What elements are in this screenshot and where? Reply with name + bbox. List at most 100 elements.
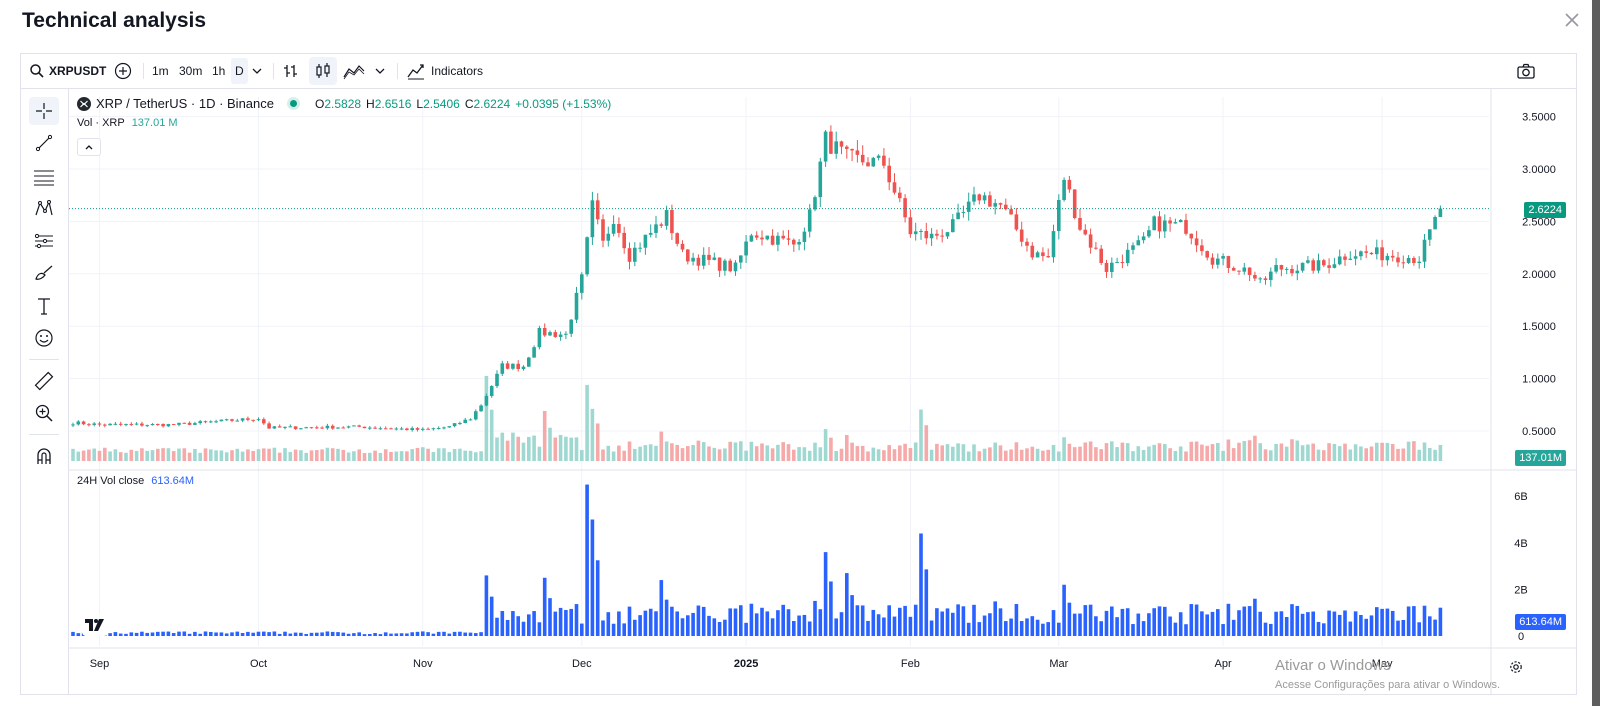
- candle-body: [1062, 179, 1066, 200]
- vol24-bar: [108, 633, 112, 636]
- volume-bar: [1300, 445, 1305, 461]
- interval-30m[interactable]: 30m: [179, 64, 203, 78]
- candle-body: [781, 235, 785, 239]
- vol24-bar: [1035, 619, 1040, 636]
- time-axis-label: May: [1372, 658, 1393, 670]
- candles-style-button[interactable]: [309, 57, 337, 85]
- candle-body: [866, 162, 870, 167]
- candle-body: [913, 231, 918, 235]
- vol24-bar: [156, 631, 160, 636]
- collapse-legend-button[interactable]: [77, 138, 101, 156]
- volume-bar: [813, 442, 817, 461]
- chart-style-dropdown[interactable]: [373, 54, 387, 88]
- volume-bar: [1253, 435, 1257, 461]
- vol24-bar: [813, 600, 817, 636]
- open-value: 2.5828: [324, 96, 362, 111]
- indicators-button[interactable]: Indicators: [406, 54, 483, 88]
- candle-body: [256, 419, 261, 421]
- candle-body: [972, 194, 976, 202]
- trend-line-tool[interactable]: [29, 129, 59, 157]
- vol24-bar: [580, 623, 584, 636]
- candle-body: [1348, 258, 1353, 260]
- emoji-tool[interactable]: [29, 324, 59, 352]
- snapshot-button[interactable]: [1516, 54, 1536, 88]
- vol24-bar: [304, 634, 308, 636]
- candle-body: [792, 239, 796, 245]
- vol24-bar: [876, 614, 881, 636]
- symbol-search-button[interactable]: XRPUSDT: [29, 54, 106, 88]
- interval-1m[interactable]: 1m: [152, 64, 169, 78]
- pattern-tool[interactable]: [29, 195, 59, 223]
- volume-bar: [537, 446, 542, 461]
- vol24-tag: 613.64M: [1515, 614, 1566, 630]
- prediction-tool[interactable]: [29, 227, 59, 255]
- area-style-button[interactable]: [343, 54, 365, 88]
- measure-tool[interactable]: [29, 367, 59, 395]
- candle-body: [966, 201, 971, 212]
- vol24-bar: [654, 611, 658, 636]
- volume-bar: [352, 451, 356, 461]
- brush-tool[interactable]: [29, 259, 59, 287]
- candle-body: [542, 327, 547, 336]
- candle-body: [103, 424, 107, 426]
- candle-body: [818, 161, 823, 198]
- compare-symbol-button[interactable]: [113, 54, 133, 88]
- volume-bar: [489, 409, 494, 461]
- candle-body: [1131, 245, 1135, 250]
- candle-body: [1396, 257, 1400, 263]
- crosshair-tool[interactable]: [29, 97, 59, 125]
- magnet-tool[interactable]: [29, 442, 59, 470]
- candle-body: [246, 418, 250, 420]
- volume-bar: [1152, 444, 1156, 461]
- volume-bar: [108, 451, 112, 461]
- candle-body: [595, 200, 600, 220]
- vol24-bar: [463, 632, 467, 636]
- candle-body: [1263, 278, 1268, 280]
- zoom-tool[interactable]: [29, 399, 59, 427]
- interval-d[interactable]: D: [231, 58, 248, 84]
- vol24-bar: [1396, 620, 1400, 636]
- close-icon[interactable]: [1560, 8, 1584, 32]
- volume-bar: [140, 448, 144, 461]
- candle-body: [654, 224, 658, 233]
- vol24-bar: [659, 580, 664, 636]
- volume-bar: [203, 448, 208, 461]
- chart-settings-button[interactable]: [1506, 657, 1526, 677]
- interval-dropdown[interactable]: [250, 54, 264, 88]
- area-chart-icon: [343, 65, 365, 80]
- bar-style-button[interactable]: [282, 54, 300, 88]
- vol24-bar: [256, 631, 261, 636]
- fib-retracement-tool[interactable]: [29, 163, 59, 191]
- candle-body: [1168, 220, 1172, 224]
- candle-body: [341, 427, 346, 429]
- candle-body: [71, 424, 75, 426]
- candle-body: [1237, 270, 1241, 272]
- candle-body: [696, 257, 701, 266]
- xrp-logo-icon: [77, 96, 91, 111]
- volume-bar: [728, 441, 732, 461]
- tradingview-logo[interactable]: [82, 614, 108, 636]
- volume-bar: [1067, 443, 1072, 461]
- vol24-bar: [633, 619, 637, 636]
- volume-bar: [1110, 441, 1114, 461]
- chart-area[interactable]: Sep Oct Nov Dec 2025 Feb Mar Apr May 3.5000 3.0000…: [69, 89, 1576, 694]
- volume-bar: [993, 442, 997, 461]
- pattern-icon: [35, 200, 53, 216]
- vol24-bar: [447, 633, 452, 636]
- volume-bar: [585, 385, 589, 461]
- text-tool[interactable]: [29, 292, 59, 320]
- vol24-bar: [336, 632, 340, 636]
- volume-bar: [643, 445, 648, 461]
- volume-bar: [267, 448, 271, 461]
- vol24-bar: [845, 573, 849, 636]
- price-chart[interactable]: Sep Oct Nov Dec 2025 Feb Mar Apr May 3.5000 3.0000…: [69, 89, 1576, 694]
- vol24-bar: [595, 560, 600, 636]
- volume-bar: [945, 444, 950, 461]
- vol24-bar: [1051, 610, 1056, 636]
- vol24-bar: [246, 631, 250, 636]
- candle-body: [468, 419, 473, 421]
- volume-bar: [622, 450, 626, 461]
- vol24-bar: [299, 632, 303, 636]
- interval-1h[interactable]: 1h: [212, 64, 226, 78]
- volume-bar: [781, 442, 785, 461]
